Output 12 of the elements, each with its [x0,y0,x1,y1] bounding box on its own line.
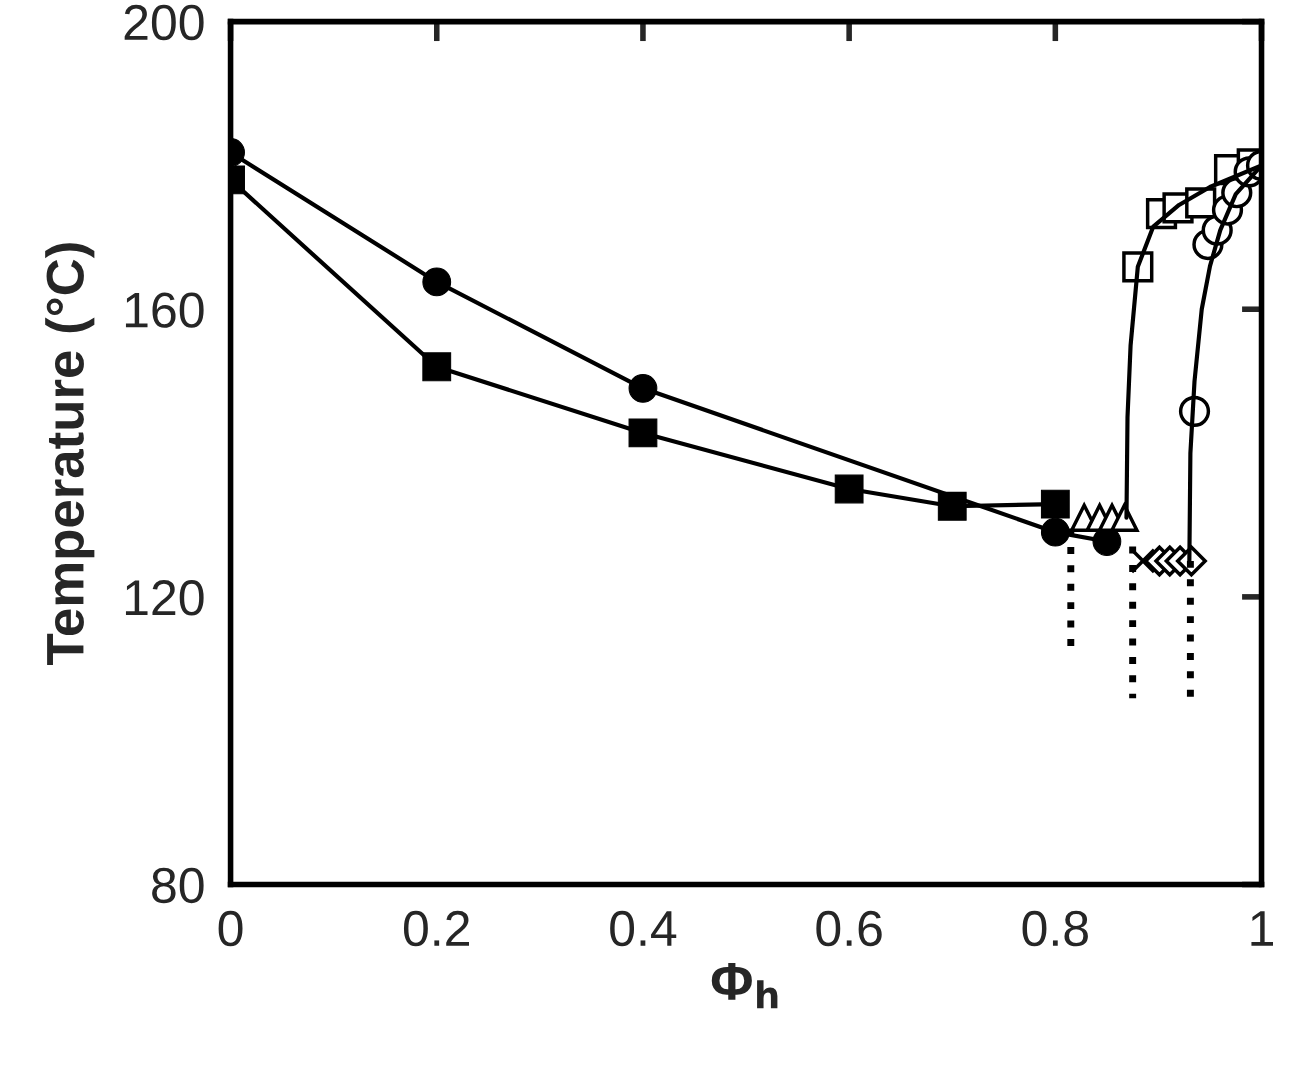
x-tick-label: 0.2 [403,910,469,947]
y-tick-label: 120 [125,580,204,616]
y-axis-title: Temperature (°C) [45,243,95,665]
x-tick-label: 0 [218,910,243,947]
y-tick-label: 80 [152,867,204,904]
y-tick-label: 160 [125,292,204,328]
x-tick-label: 0.6 [816,910,882,947]
x-tick-label: 0.4 [610,910,677,947]
x-tick-label: 1 [1251,911,1273,946]
x-axis-title: Φ$_{h}$ [711,962,778,1009]
y-tick-label: 200 [124,4,204,41]
x-tick-label: 0.8 [1022,910,1088,947]
